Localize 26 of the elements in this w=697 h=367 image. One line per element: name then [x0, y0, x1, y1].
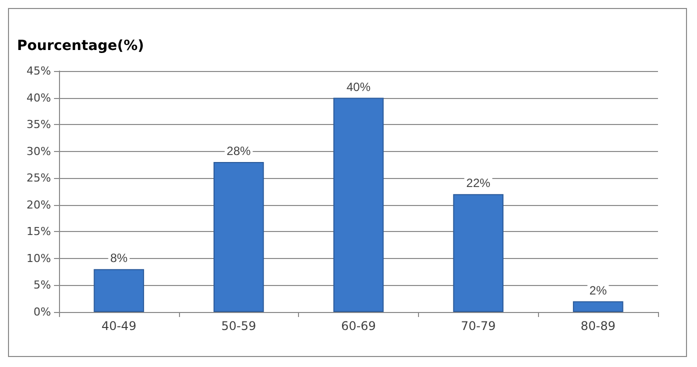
- data-label: 22%: [466, 176, 491, 190]
- y-tick-label: 10%: [26, 252, 51, 265]
- bar: [94, 269, 144, 312]
- bar: [572, 301, 624, 312]
- data-label: 2%: [589, 283, 608, 298]
- bar: [333, 98, 384, 312]
- x-tick-label: 50-59: [221, 319, 256, 333]
- y-tick-label: 5%: [34, 278, 51, 292]
- y-tick-label: 25%: [26, 172, 51, 185]
- y-tick-label: 15%: [26, 225, 51, 238]
- y-tick-label: 20%: [26, 198, 51, 212]
- y-axis-title: Pourcentage(%): [17, 38, 144, 54]
- y-tick-label: 45%: [26, 64, 51, 78]
- data-label: 40%: [346, 80, 371, 94]
- data-label: 8%: [110, 251, 128, 266]
- bar: [453, 194, 504, 312]
- x-tick-label: 70-79: [460, 319, 496, 333]
- y-tick-label: 35%: [26, 118, 51, 132]
- x-tick-label: 80-89: [580, 319, 616, 333]
- x-tick-label: 60-69: [341, 319, 376, 333]
- y-tick-label: 0%: [34, 306, 51, 318]
- y-tick-label: 30%: [26, 144, 51, 158]
- data-label: 28%: [226, 144, 252, 158]
- y-tick-label: 40%: [26, 91, 51, 104]
- x-tick-label: 40-49: [101, 319, 136, 333]
- bar: [214, 162, 264, 312]
